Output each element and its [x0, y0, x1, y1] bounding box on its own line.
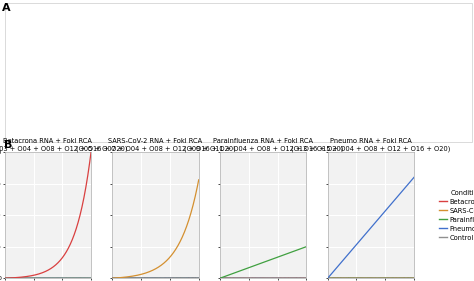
- Title: Parainfluenza RNA + FokI RCA
(O09 + O11 + O04 + O08 + O12 + O16 + O20): Parainfluenza RNA + FokI RCA (O09 + O11 …: [183, 138, 343, 151]
- Title: SARS-CoV-2 RNA + FokI RCA
(O05 + O07 + O04 + O08 + O12 + O16 + O20): SARS-CoV-2 RNA + FokI RCA (O05 + O07 + O…: [76, 138, 236, 151]
- Legend: Betacrona, SARS-CoV-2, Parainfluenza, Pneumo, Control: Betacrona, SARS-CoV-2, Parainfluenza, Pn…: [439, 190, 474, 241]
- Title: Pneumo RNA + FokI RCA
(O13 + O15 + O04 + O08 + O12 + O16 + O20): Pneumo RNA + FokI RCA (O13 + O15 + O04 +…: [291, 138, 451, 151]
- Text: B: B: [4, 140, 12, 151]
- Text: A: A: [2, 3, 11, 13]
- FancyBboxPatch shape: [5, 3, 472, 142]
- Title: Betacrona RNA + FokI RCA
(O01 + O03 + O04 + O08 + O12 + O16 + O20): Betacrona RNA + FokI RCA (O01 + O03 + O0…: [0, 138, 128, 151]
